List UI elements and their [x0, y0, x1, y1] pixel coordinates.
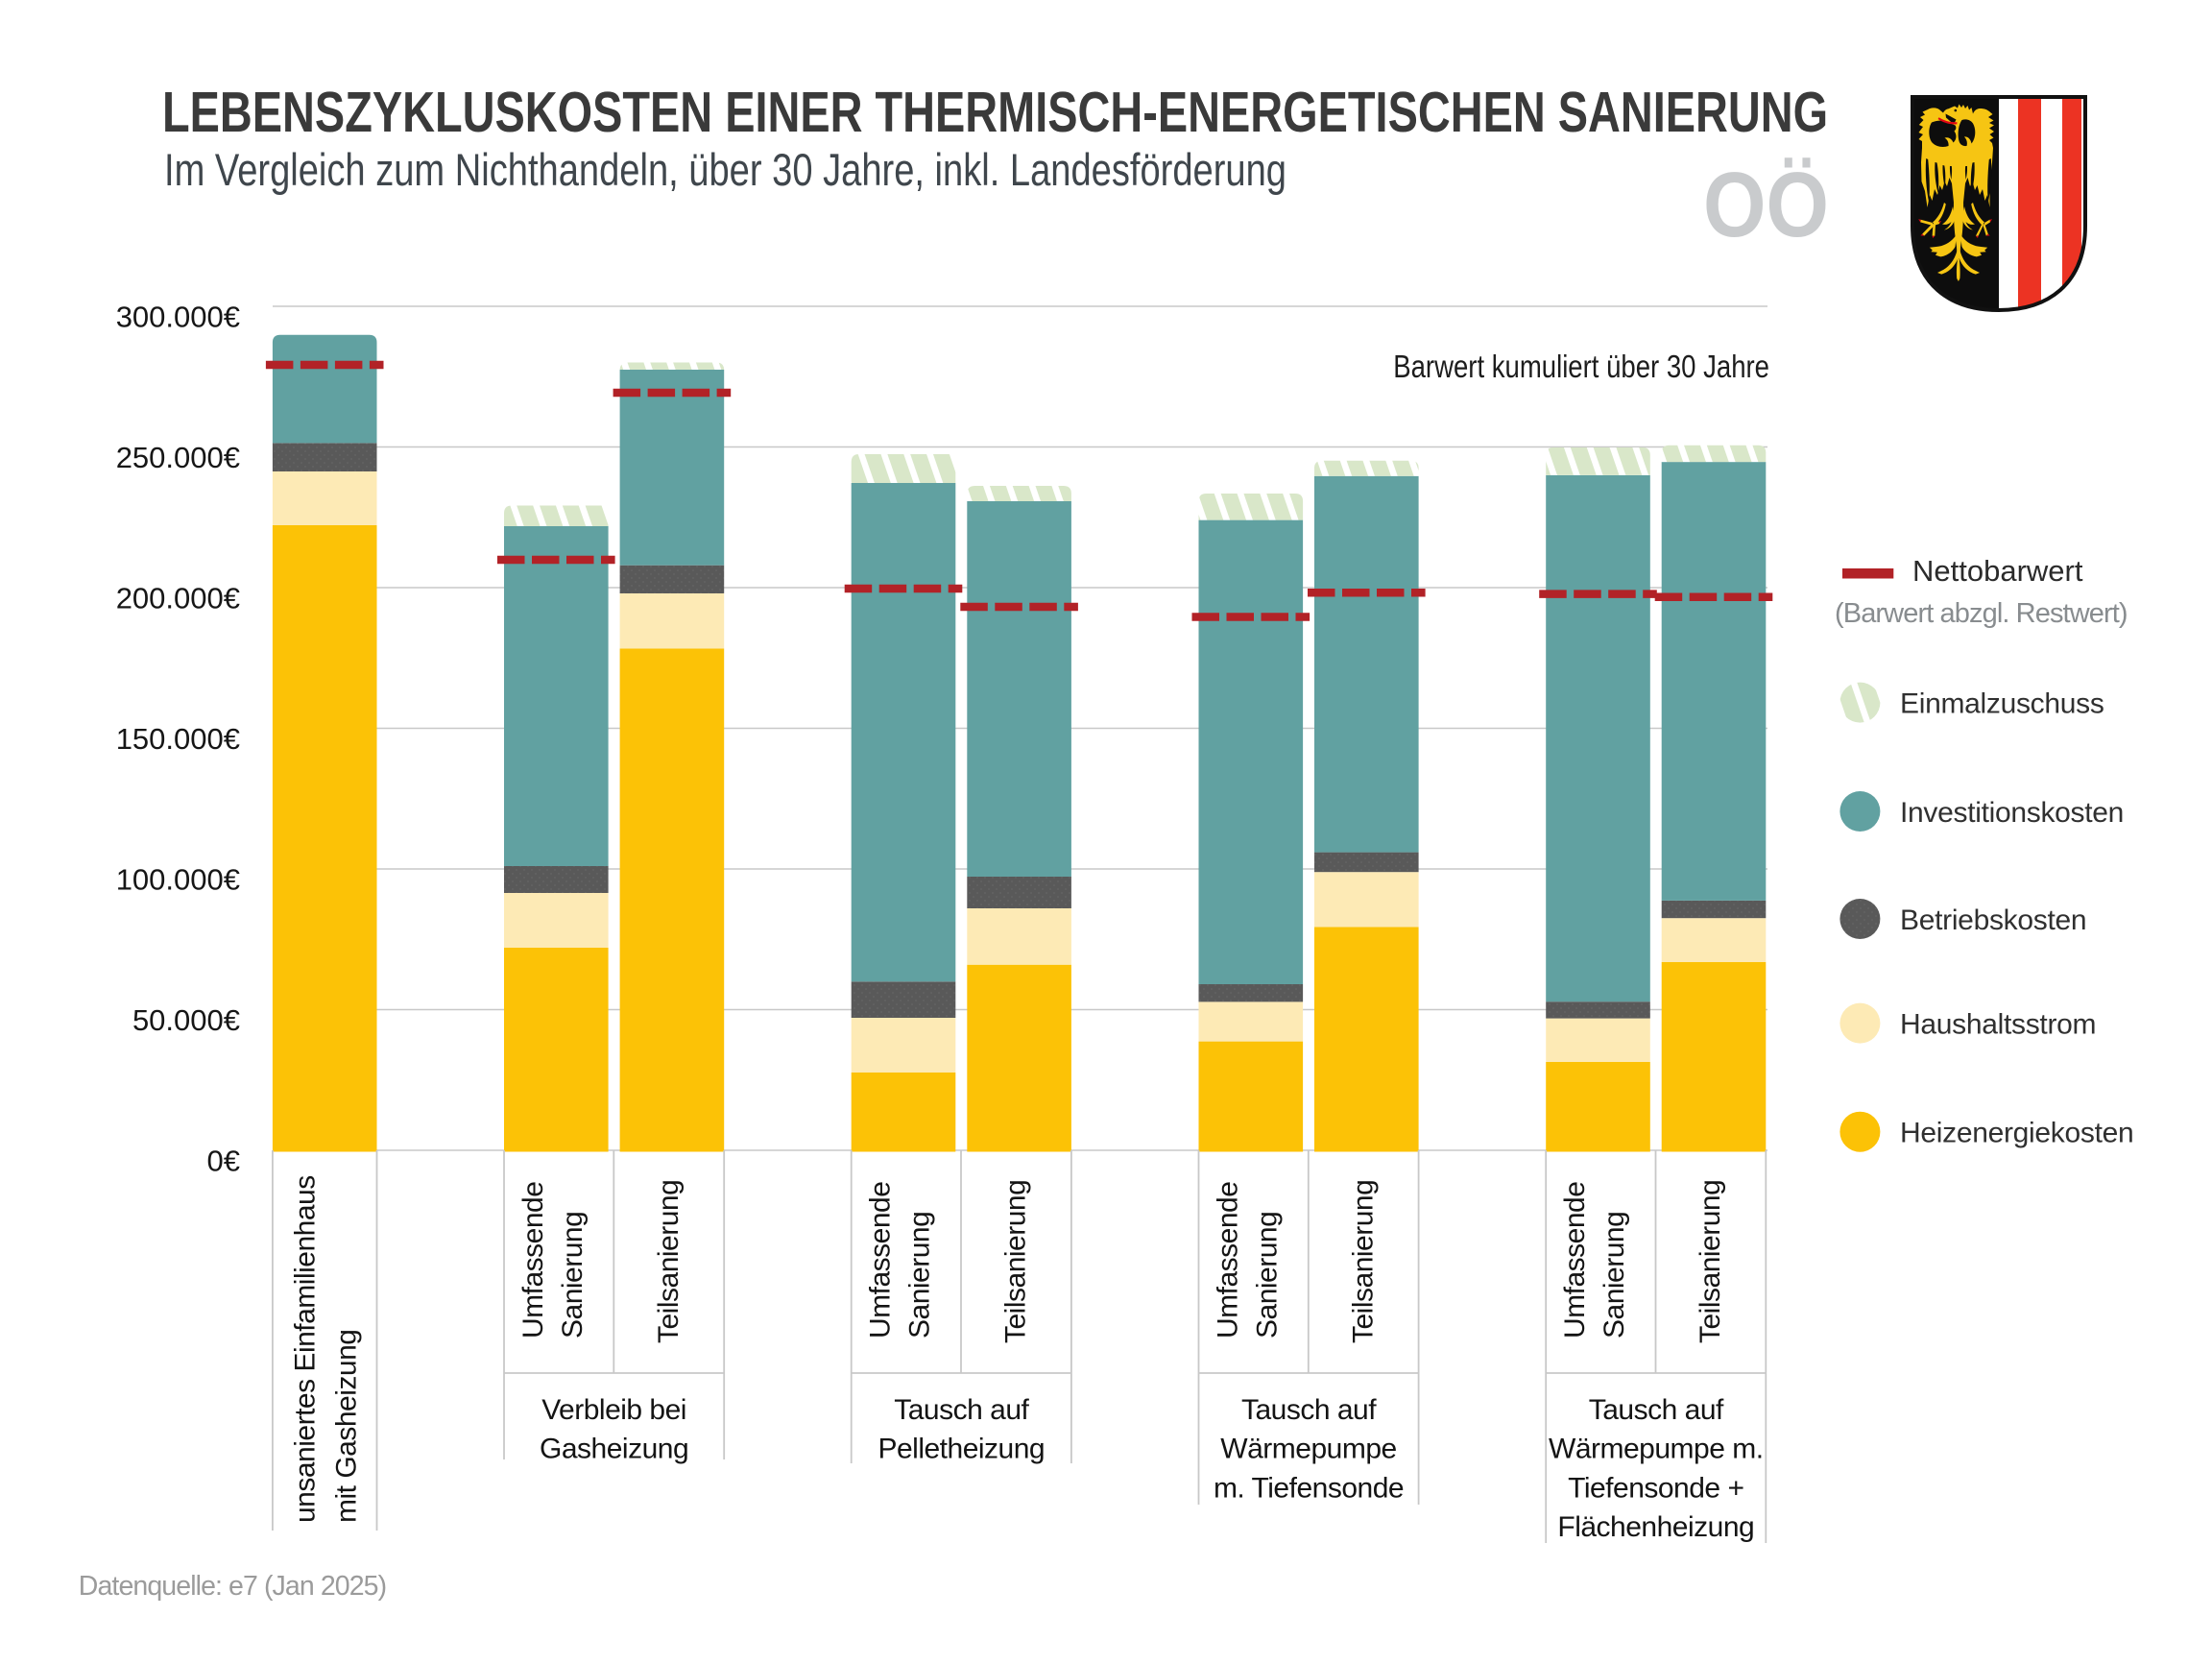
svg-text:50.000€: 50.000€: [132, 1003, 240, 1037]
svg-text:Teilsanierung: Teilsanierung: [653, 1180, 685, 1343]
svg-text:Sanierung: Sanierung: [1599, 1212, 1630, 1338]
svg-text:Umfassende: Umfassende: [1212, 1182, 1243, 1338]
svg-text:Haushaltsstrom: Haushaltsstrom: [1900, 1009, 2096, 1041]
svg-text:Wärmepumpe m.: Wärmepumpe m.: [1549, 1434, 1764, 1465]
svg-text:(Barwert abzgl. Restwert): (Barwert abzgl. Restwert): [1835, 598, 2128, 629]
svg-text:LEBENSZYKLUSKOSTEN EINER THERM: LEBENSZYKLUSKOSTEN EINER THERMISCH-ENERG…: [162, 82, 1828, 144]
svg-text:Nettobarwert: Nettobarwert: [1912, 554, 2083, 588]
svg-text:Heizenergiekosten: Heizenergiekosten: [1900, 1118, 2133, 1149]
svg-text:Verbleib bei: Verbleib bei: [541, 1394, 686, 1426]
svg-text:m. Tiefensonde: m. Tiefensonde: [1214, 1472, 1404, 1504]
svg-text:Tausch auf: Tausch auf: [1241, 1394, 1377, 1426]
svg-text:Sanierung: Sanierung: [557, 1212, 589, 1338]
svg-text:Tausch auf: Tausch auf: [894, 1394, 1029, 1426]
svg-text:Flächenheizung: Flächenheizung: [1557, 1511, 1754, 1543]
svg-text:Im Vergleich zum Nichthandeln,: Im Vergleich zum Nichthandeln, über 30 J…: [164, 145, 1286, 196]
svg-text:Gasheizung: Gasheizung: [540, 1434, 688, 1465]
svg-text:Einmalzuschuss: Einmalzuschuss: [1900, 688, 2104, 720]
svg-text:Betriebskosten: Betriebskosten: [1900, 904, 2086, 936]
svg-text:Teilsanierung: Teilsanierung: [1000, 1180, 1032, 1343]
svg-text:OÖ: OÖ: [1703, 154, 1829, 256]
svg-text:unsaniertes Einfamilienhaus: unsaniertes Einfamilienhaus: [290, 1175, 322, 1523]
svg-text:Umfassende: Umfassende: [1559, 1182, 1591, 1338]
svg-text:Barwert kumuliert über 30 Jahr: Barwert kumuliert über 30 Jahre: [1393, 350, 1769, 385]
svg-text:Datenquelle: e7 (Jan 2025): Datenquelle: e7 (Jan 2025): [79, 1571, 386, 1602]
svg-text:Teilsanierung: Teilsanierung: [1347, 1180, 1379, 1343]
svg-text:200.000€: 200.000€: [116, 582, 240, 615]
svg-text:300.000€: 300.000€: [116, 301, 240, 334]
svg-text:100.000€: 100.000€: [116, 863, 240, 897]
svg-text:Teilsanierung: Teilsanierung: [1695, 1180, 1726, 1343]
svg-text:Investitionskosten: Investitionskosten: [1900, 797, 2124, 829]
svg-text:150.000€: 150.000€: [116, 722, 240, 756]
svg-text:Umfassende: Umfassende: [865, 1182, 897, 1338]
svg-text:Tiefensonde +: Tiefensonde +: [1568, 1472, 1743, 1504]
svg-text:Pelletheizung: Pelletheizung: [878, 1434, 1045, 1465]
svg-text:0€: 0€: [207, 1145, 240, 1178]
svg-text:Tausch auf: Tausch auf: [1589, 1394, 1724, 1426]
svg-text:Umfassende: Umfassende: [517, 1182, 549, 1338]
svg-text:Wärmepumpe: Wärmepumpe: [1220, 1434, 1396, 1465]
svg-text:Sanierung: Sanierung: [1251, 1212, 1283, 1338]
svg-text:Sanierung: Sanierung: [904, 1212, 936, 1338]
svg-text:250.000€: 250.000€: [116, 441, 240, 474]
svg-text:mit Gasheizung: mit Gasheizung: [331, 1330, 363, 1523]
